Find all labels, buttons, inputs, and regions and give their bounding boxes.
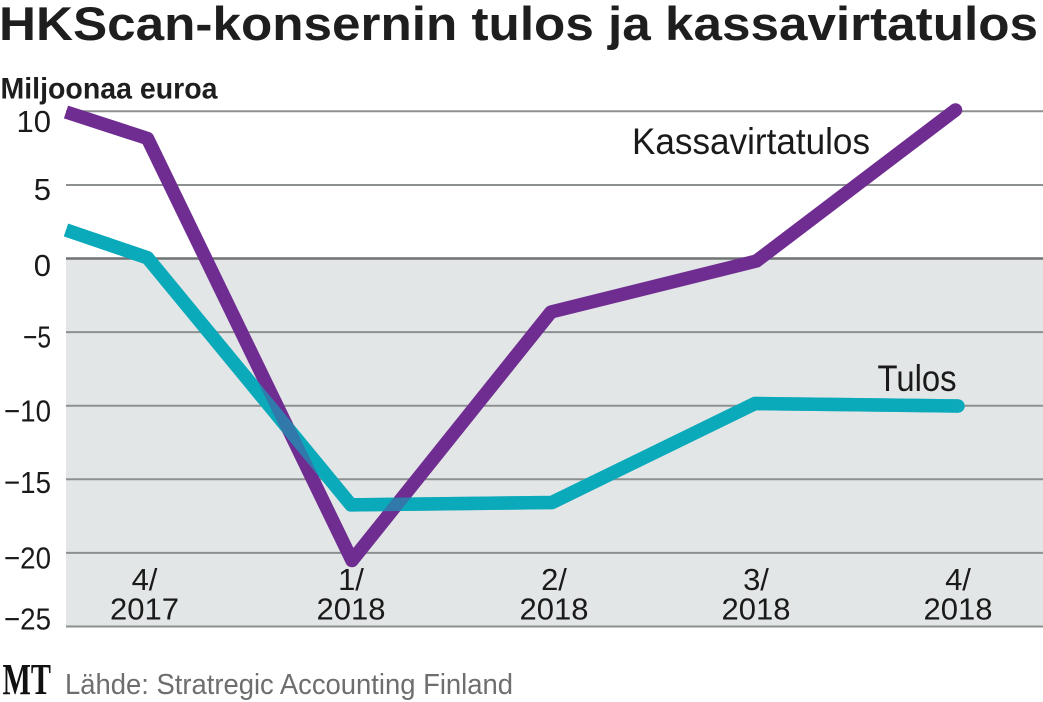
svg-text:2018: 2018 (520, 592, 589, 627)
svg-text:Miljoonaa euroa: Miljoonaa euroa (1, 72, 219, 105)
svg-text:2018: 2018 (317, 592, 386, 627)
svg-text:HKScan-konsernin tulos ja kass: HKScan-konsernin tulos ja kassavirtatulo… (0, 0, 1038, 50)
svg-text:10: 10 (17, 104, 51, 139)
svg-text:Tulos: Tulos (878, 358, 957, 399)
svg-text:0: 0 (34, 248, 51, 283)
svg-text:1/: 1/ (338, 562, 364, 597)
svg-text:−20: −20 (4, 541, 51, 576)
svg-text:−5: −5 (23, 319, 51, 354)
svg-text:−10: −10 (4, 394, 51, 429)
svg-text:3/: 3/ (743, 562, 769, 597)
svg-text:2017: 2017 (110, 592, 179, 627)
svg-text:5: 5 (34, 172, 51, 207)
svg-text:4/: 4/ (945, 562, 971, 597)
svg-text:−15: −15 (4, 465, 51, 500)
svg-text:2018: 2018 (722, 592, 791, 627)
svg-text:Kassavirtatulos: Kassavirtatulos (632, 121, 870, 162)
svg-text:4/: 4/ (132, 562, 158, 597)
svg-text:2/: 2/ (541, 562, 567, 597)
svg-text:Lähde: Stratregic Accounting F: Lähde: Stratregic Accounting Finland (65, 669, 513, 701)
svg-text:−25: −25 (4, 602, 51, 637)
svg-text:2018: 2018 (924, 592, 993, 627)
svg-text:MT: MT (3, 655, 52, 702)
